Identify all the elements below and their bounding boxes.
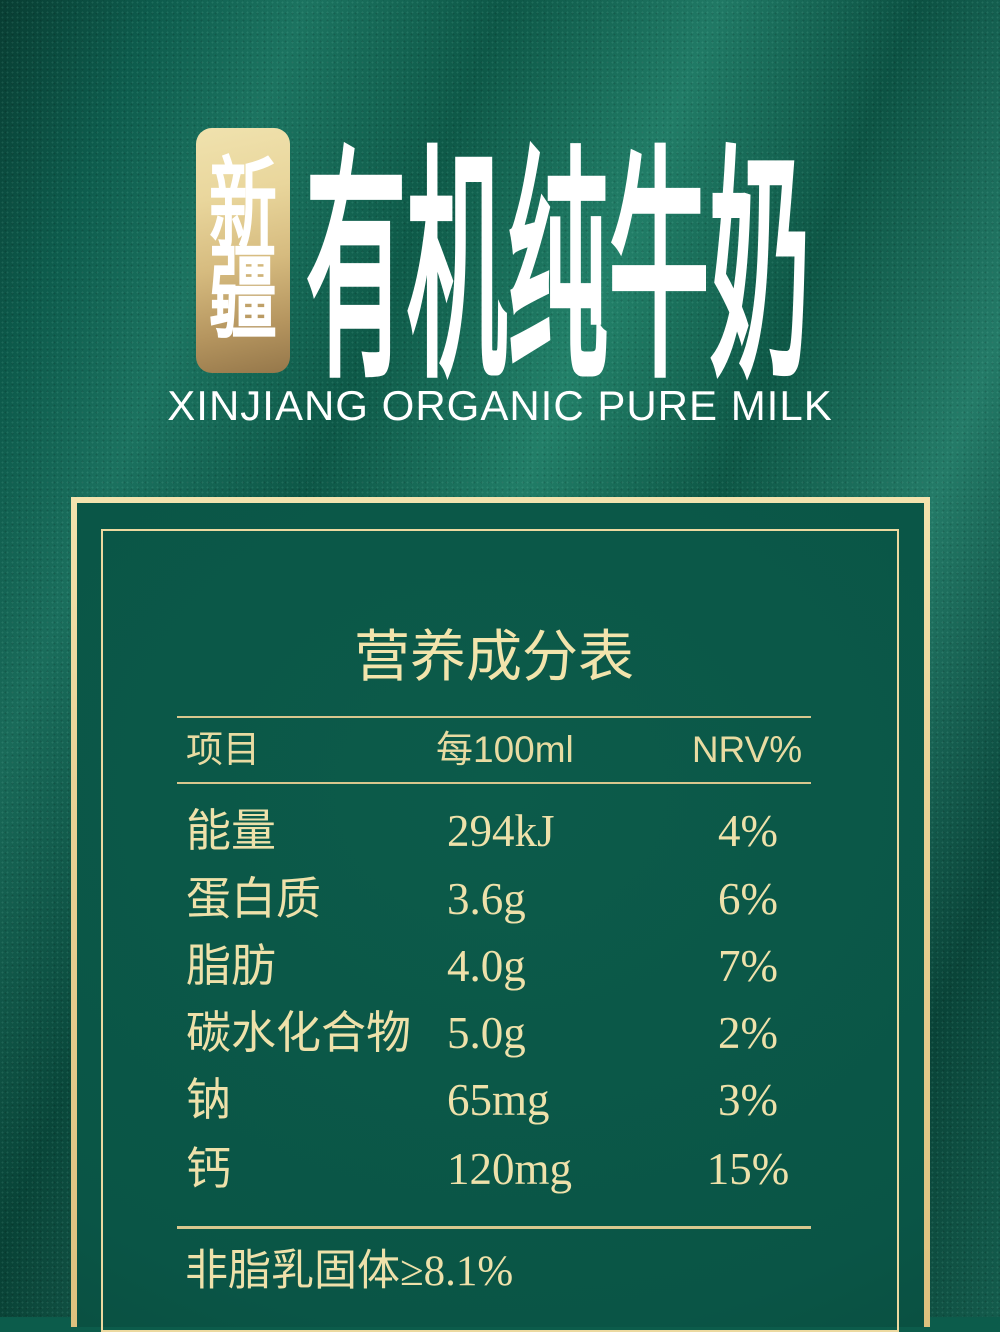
nutrient-amount: 4.0g bbox=[447, 941, 526, 991]
nutrient-name: 脂肪 bbox=[186, 941, 277, 991]
nutrition-panel bbox=[77, 503, 924, 1332]
nutrient-name: 钠 bbox=[186, 1075, 232, 1125]
table-header-row: 项目 每100ml NRV% bbox=[0, 729, 1000, 773]
nutrient-nrv: 6% bbox=[718, 874, 778, 924]
nutrition-table-title: 营养成分表 bbox=[354, 625, 634, 688]
table-row: 脂肪 4.0g 7% bbox=[0, 939, 1000, 993]
nutrient-amount: 294kJ bbox=[447, 806, 555, 856]
nutrient-amount: 65mg bbox=[447, 1075, 550, 1125]
table-row: 蛋白质 3.6g 6% bbox=[0, 872, 1000, 926]
badge-char-jiang: 疆 bbox=[208, 237, 277, 352]
table-rule-header-bottom bbox=[177, 782, 811, 784]
product-title-text: 有机纯牛奶 bbox=[305, 133, 811, 409]
table-rule-top bbox=[177, 716, 811, 718]
xinjiang-badge: 新 疆 bbox=[196, 128, 290, 373]
nutrient-nrv: 4% bbox=[718, 806, 778, 856]
gold-frame bbox=[71, 497, 930, 1332]
table-rule-footer bbox=[177, 1226, 811, 1229]
nutrient-amount: 3.6g bbox=[447, 874, 526, 924]
table-row: 钙 120mg 15% bbox=[0, 1142, 1000, 1196]
table-row: 能量 294kJ 4% bbox=[0, 804, 1000, 858]
nutrient-name: 钙 bbox=[186, 1144, 232, 1194]
nutrient-amount: 120mg bbox=[447, 1144, 573, 1194]
product-subtitle: XINJIANG ORGANIC PURE MILK bbox=[167, 382, 833, 429]
nutrient-name: 碳水化合物 bbox=[186, 1008, 412, 1058]
nutrient-amount: 5.0g bbox=[447, 1008, 526, 1058]
nutrient-nrv: 2% bbox=[718, 1008, 778, 1058]
column-header-nrv: NRV% bbox=[691, 729, 803, 770]
nutrient-nrv: 3% bbox=[718, 1075, 778, 1125]
product-title: 有机纯牛奶 bbox=[298, 124, 818, 408]
badge-char-xin: 新 bbox=[208, 149, 277, 264]
column-header-item: 项目 bbox=[186, 729, 260, 770]
nutrient-nrv: 15% bbox=[706, 1144, 790, 1194]
table-row: 钠 65mg 3% bbox=[0, 1073, 1000, 1127]
nutrient-nrv: 7% bbox=[718, 941, 778, 991]
nutrient-name: 蛋白质 bbox=[186, 874, 322, 924]
column-header-per100ml: 每100ml bbox=[436, 729, 574, 770]
nutrient-name: 能量 bbox=[186, 806, 277, 856]
footnote: 非脂乳固体≥8.1% bbox=[185, 1248, 514, 1295]
table-row: 碳水化合物 5.0g 2% bbox=[0, 1006, 1000, 1060]
